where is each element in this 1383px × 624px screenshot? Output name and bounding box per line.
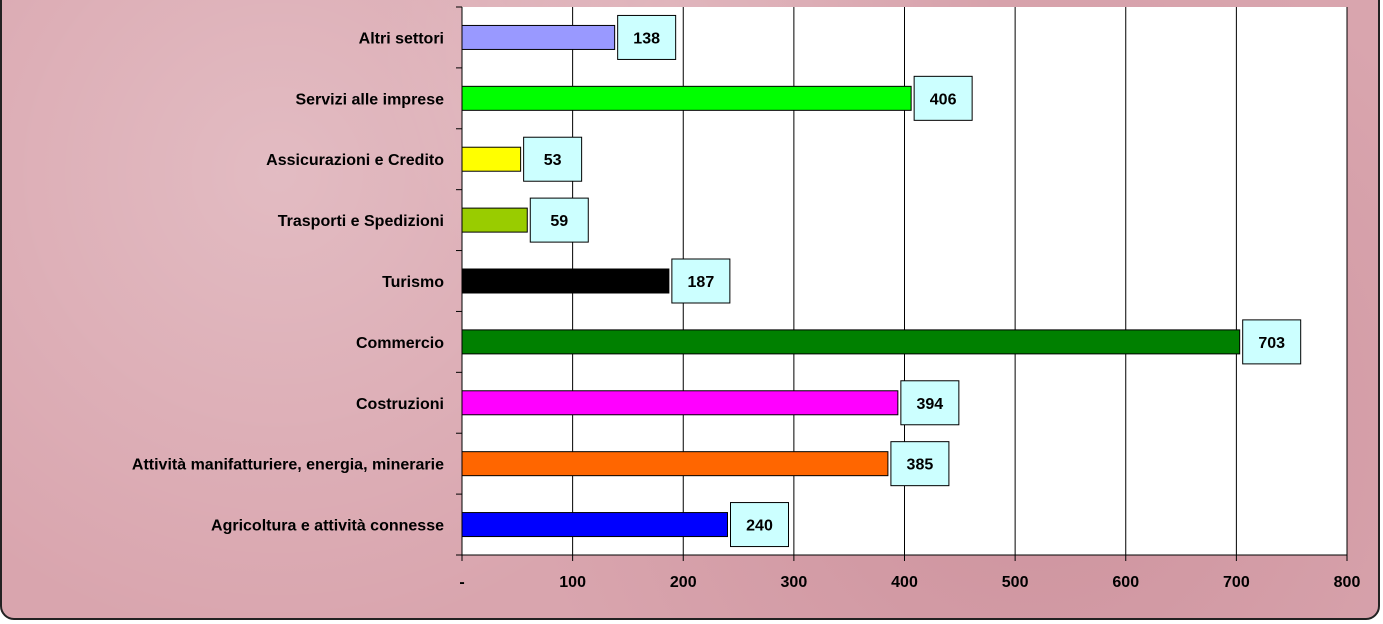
bar — [461, 512, 728, 538]
bar — [461, 451, 889, 477]
data-label: 385 — [907, 457, 934, 474]
bar — [461, 24, 616, 50]
x-tick-label: 800 — [1334, 574, 1361, 591]
bar — [461, 329, 1241, 355]
x-tick-label: 400 — [891, 574, 918, 591]
data-label-box — [900, 380, 960, 426]
x-tick-label: - — [459, 574, 464, 591]
data-label: 703 — [1258, 335, 1285, 352]
data-label: 406 — [930, 91, 957, 108]
x-tick-label: 700 — [1223, 574, 1250, 591]
data-labels: 240 385 394 703 187 59 53 406 138 — [523, 14, 1302, 548]
x-tick-labels: - 100 200 300 400 500 600 700 800 — [459, 574, 1360, 591]
category-label: Servizi alle imprese — [295, 91, 444, 108]
bar — [461, 390, 899, 416]
data-label: 59 — [550, 213, 568, 230]
category-label: Costruzioni — [356, 396, 444, 413]
bar — [461, 207, 528, 233]
data-label: 187 — [688, 274, 715, 291]
category-label: Commercio — [356, 335, 444, 352]
category-label: Trasporti e Spedizioni — [278, 213, 444, 230]
category-labels: Agricoltura e attività connesse Attività … — [132, 30, 444, 534]
data-label: 240 — [746, 518, 773, 535]
data-label: 53 — [544, 152, 562, 169]
x-tick-label: 500 — [1002, 574, 1029, 591]
category-label: Agricoltura e attività connesse — [211, 518, 444, 535]
data-label-box — [1242, 319, 1302, 365]
bar — [461, 85, 912, 111]
bar — [461, 268, 670, 294]
data-label-box — [890, 441, 950, 487]
data-label-box — [523, 136, 583, 182]
data-label-box — [529, 197, 589, 243]
data-label-box — [671, 258, 731, 304]
bars — [461, 24, 1241, 538]
data-label: 138 — [633, 30, 660, 47]
x-tick-label: 300 — [781, 574, 808, 591]
category-label: Turismo — [382, 274, 444, 291]
x-tick-label: 200 — [670, 574, 697, 591]
data-label-box — [913, 75, 973, 121]
category-label: Attività manifatturiere, energia, minera… — [132, 457, 444, 474]
category-label: Altri settori — [359, 30, 444, 47]
x-tick-label: 100 — [559, 574, 586, 591]
x-tick-label: 600 — [1112, 574, 1139, 591]
category-label: Assicurazioni e Credito — [266, 152, 444, 169]
data-label: 394 — [917, 396, 944, 413]
bar — [461, 146, 522, 172]
data-label-box — [730, 502, 789, 548]
data-label-box — [617, 14, 677, 60]
